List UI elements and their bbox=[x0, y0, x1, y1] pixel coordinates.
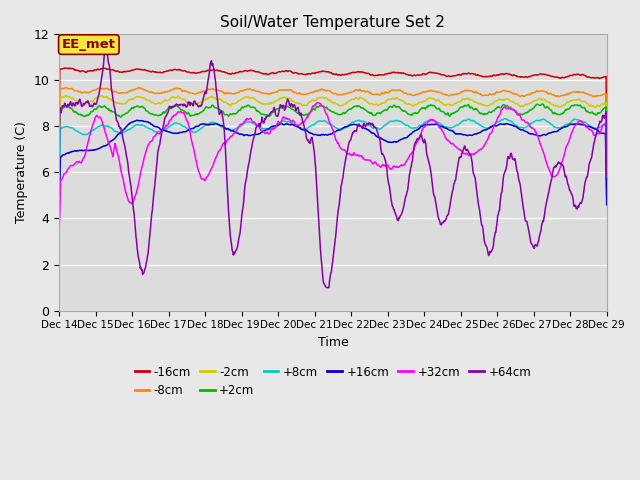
+16cm bbox=[445, 127, 453, 133]
Text: EE_met: EE_met bbox=[62, 38, 116, 51]
+16cm bbox=[468, 132, 476, 138]
+8cm bbox=[445, 124, 452, 130]
-16cm bbox=[603, 151, 611, 157]
+32cm bbox=[289, 118, 297, 123]
-8cm bbox=[529, 90, 536, 96]
+8cm bbox=[198, 125, 205, 131]
+2cm bbox=[55, 173, 63, 179]
+2cm bbox=[603, 172, 611, 178]
+32cm bbox=[445, 139, 453, 144]
Y-axis label: Temperature (C): Temperature (C) bbox=[15, 121, 28, 223]
+64cm bbox=[469, 166, 477, 171]
-2cm bbox=[55, 165, 63, 171]
-8cm bbox=[198, 89, 206, 95]
-2cm bbox=[198, 98, 206, 104]
+16cm bbox=[290, 122, 298, 128]
+16cm bbox=[198, 121, 206, 127]
+32cm bbox=[198, 176, 205, 182]
+16cm bbox=[115, 131, 123, 137]
-2cm bbox=[62, 93, 70, 98]
+32cm bbox=[55, 227, 63, 233]
+2cm bbox=[538, 101, 546, 107]
+2cm bbox=[115, 112, 123, 118]
+8cm bbox=[468, 118, 476, 124]
+2cm bbox=[468, 104, 476, 110]
-16cm bbox=[198, 69, 206, 74]
+16cm bbox=[133, 117, 141, 123]
+64cm bbox=[323, 285, 330, 290]
+32cm bbox=[603, 168, 611, 173]
+64cm bbox=[603, 174, 611, 180]
-16cm bbox=[290, 70, 298, 76]
Line: +32cm: +32cm bbox=[59, 103, 607, 230]
Line: +8cm: +8cm bbox=[59, 119, 607, 202]
+32cm bbox=[115, 156, 123, 161]
+64cm bbox=[290, 102, 298, 108]
-8cm bbox=[55, 161, 63, 167]
Title: Soil/Water Temperature Set 2: Soil/Water Temperature Set 2 bbox=[221, 15, 445, 30]
+32cm bbox=[529, 125, 536, 131]
-2cm bbox=[468, 97, 476, 103]
+8cm bbox=[55, 199, 63, 204]
-2cm bbox=[529, 99, 536, 105]
-8cm bbox=[290, 90, 298, 96]
+8cm bbox=[289, 121, 297, 127]
-8cm bbox=[445, 93, 453, 98]
Line: -2cm: -2cm bbox=[59, 96, 607, 172]
-16cm bbox=[100, 65, 108, 71]
+8cm bbox=[115, 130, 123, 135]
Line: -16cm: -16cm bbox=[59, 68, 607, 154]
Line: +64cm: +64cm bbox=[59, 51, 607, 288]
-8cm bbox=[468, 88, 476, 94]
-2cm bbox=[603, 169, 611, 175]
Line: +16cm: +16cm bbox=[59, 120, 607, 219]
-8cm bbox=[61, 84, 69, 90]
+2cm bbox=[528, 107, 536, 112]
+16cm bbox=[55, 216, 63, 222]
+16cm bbox=[529, 131, 536, 137]
+16cm bbox=[603, 202, 611, 208]
-16cm bbox=[529, 73, 536, 79]
+32cm bbox=[468, 151, 476, 157]
+64cm bbox=[55, 172, 63, 178]
-2cm bbox=[290, 98, 298, 104]
-8cm bbox=[116, 90, 124, 96]
+64cm bbox=[102, 48, 110, 54]
+32cm bbox=[314, 100, 321, 106]
-2cm bbox=[445, 102, 453, 108]
+64cm bbox=[446, 201, 454, 207]
+2cm bbox=[445, 113, 452, 119]
+8cm bbox=[502, 116, 509, 122]
X-axis label: Time: Time bbox=[317, 336, 348, 349]
+2cm bbox=[289, 107, 297, 113]
+64cm bbox=[529, 244, 537, 250]
-16cm bbox=[55, 146, 63, 152]
Line: -8cm: -8cm bbox=[59, 87, 607, 166]
+8cm bbox=[603, 195, 611, 201]
Legend: -16cm, -8cm, -2cm, +2cm, +8cm, +16cm, +32cm, +64cm: -16cm, -8cm, -2cm, +2cm, +8cm, +16cm, +3… bbox=[130, 361, 536, 402]
+64cm bbox=[198, 99, 206, 105]
-16cm bbox=[468, 71, 476, 76]
+8cm bbox=[529, 120, 536, 126]
-16cm bbox=[445, 73, 453, 79]
-2cm bbox=[116, 101, 124, 107]
Line: +2cm: +2cm bbox=[59, 104, 607, 176]
-8cm bbox=[603, 163, 611, 169]
-16cm bbox=[116, 69, 124, 75]
+2cm bbox=[198, 109, 205, 115]
+64cm bbox=[116, 124, 124, 130]
